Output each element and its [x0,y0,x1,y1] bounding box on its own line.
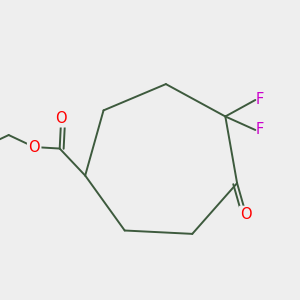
Text: O: O [56,111,67,126]
Text: O: O [28,140,40,154]
Text: F: F [255,122,264,137]
Text: O: O [240,207,252,222]
Text: F: F [255,92,264,107]
